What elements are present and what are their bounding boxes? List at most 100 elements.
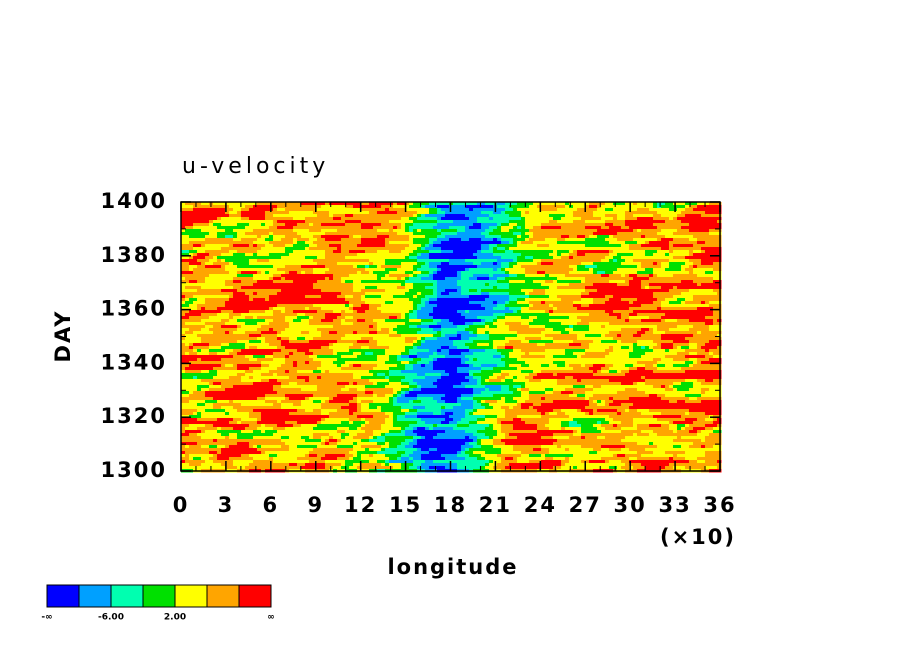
field-cell (329, 226, 334, 230)
field-cell (225, 211, 230, 215)
field-cell (389, 310, 394, 314)
field-cell (521, 256, 526, 260)
field-cell (409, 250, 414, 254)
field-cell (385, 295, 390, 299)
field-cell (517, 310, 522, 314)
field-cell (605, 280, 610, 284)
field-cell (469, 223, 474, 227)
field-cell (609, 247, 614, 251)
field-cell (361, 229, 366, 233)
field-cell (613, 304, 618, 308)
field-cell (445, 259, 450, 263)
field-cell (181, 262, 186, 266)
field-cell (397, 202, 402, 206)
field-cell (417, 232, 422, 236)
field-cell (373, 250, 378, 254)
field-cell (181, 253, 186, 257)
field-cell (709, 256, 714, 260)
field-cell (509, 310, 514, 314)
field-cell (373, 226, 378, 230)
field-cell (377, 214, 382, 218)
field-cell (309, 262, 314, 266)
field-cell (461, 223, 466, 227)
field-cell (405, 256, 410, 260)
field-cell (393, 235, 398, 239)
field-cell (189, 295, 194, 299)
field-cell (637, 262, 642, 266)
field-cell (561, 292, 566, 296)
field-cell (713, 223, 718, 227)
field-cell (421, 271, 426, 275)
field-cell (669, 208, 674, 212)
field-cell (461, 250, 466, 254)
field-cell (493, 310, 498, 314)
field-cell (457, 280, 462, 284)
field-cell (469, 262, 474, 266)
field-cell (589, 250, 594, 254)
field-cell (241, 220, 246, 224)
field-cell (433, 298, 438, 302)
field-cell (377, 241, 382, 245)
field-cell (425, 286, 430, 290)
field-cell (509, 220, 514, 224)
field-cell (457, 304, 462, 308)
field-cell (285, 301, 290, 305)
field-cell (245, 208, 250, 212)
field-cell (397, 220, 402, 224)
field-cell (309, 202, 314, 206)
field-cell (501, 307, 506, 311)
field-cell (497, 289, 502, 293)
field-cell (637, 217, 642, 221)
field-cell (229, 280, 234, 284)
field-cell (205, 283, 210, 287)
field-cell (309, 265, 314, 269)
field-cell (373, 283, 378, 287)
field-cell (221, 307, 226, 311)
field-cell (701, 289, 706, 293)
field-cell (701, 214, 706, 218)
field-cell (397, 289, 402, 293)
field-cell (349, 310, 354, 314)
field-cell (393, 289, 398, 293)
field-cell (309, 247, 314, 251)
field-cell (493, 286, 498, 290)
field-cell (545, 238, 550, 242)
field-cell (621, 235, 626, 239)
field-cell (441, 304, 446, 308)
field-cell (617, 310, 622, 314)
field-cell (521, 277, 526, 281)
field-cell (637, 235, 642, 239)
field-cell (665, 289, 670, 293)
field-cell (221, 244, 226, 248)
field-cell (501, 304, 506, 308)
field-cell (285, 232, 290, 236)
field-cell (693, 208, 698, 212)
field-cell (545, 301, 550, 305)
field-cell (373, 214, 378, 218)
field-cell (569, 298, 574, 302)
field-cell (261, 298, 266, 302)
field-cell (301, 262, 306, 266)
field-cell (457, 244, 462, 248)
field-cell (181, 205, 186, 209)
field-cell (489, 292, 494, 296)
field-cell (369, 214, 374, 218)
field-cell (425, 247, 430, 251)
field-cell (521, 268, 526, 272)
field-cell (321, 307, 326, 311)
field-cell (713, 253, 718, 257)
field-cell (633, 307, 638, 311)
field-cell (249, 256, 254, 260)
field-cell (337, 244, 342, 248)
field-cell (581, 238, 586, 242)
field-cell (193, 256, 198, 260)
field-cell (325, 229, 330, 233)
field-cell (465, 217, 470, 221)
field-cell (669, 223, 674, 227)
field-cell (313, 211, 318, 215)
field-cell (473, 259, 478, 263)
field-cell (417, 298, 422, 302)
field-cell (541, 235, 546, 239)
field-cell (529, 229, 534, 233)
field-cell (441, 229, 446, 233)
